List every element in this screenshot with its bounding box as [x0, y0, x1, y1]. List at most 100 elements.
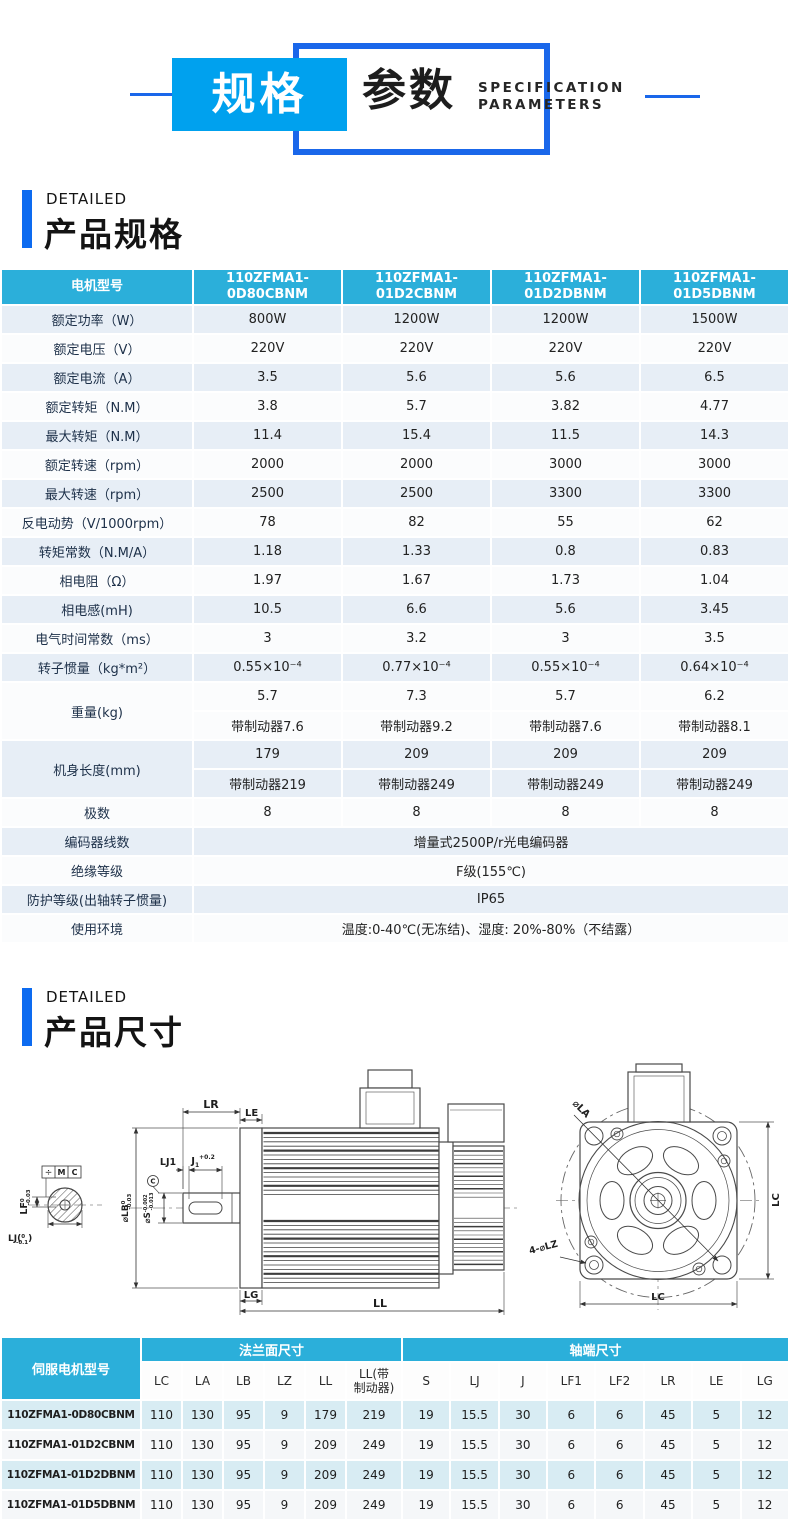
svg-text:LJ1: LJ1	[160, 1157, 176, 1168]
spec-row-label: 相电感(mH)	[0, 594, 194, 625]
spec-row: 带制动器219 带制动器249 带制动器249 带制动器249	[1, 768, 790, 799]
dim-value: 45	[642, 1429, 694, 1461]
spec-row-label: 相电阻（Ω）	[0, 565, 194, 596]
dim-value: 209	[304, 1429, 347, 1461]
spec-value: 220V	[192, 333, 343, 364]
dim-value: 209	[304, 1459, 347, 1491]
banner-badge-text: 规格	[211, 69, 308, 120]
dim-value: 9	[263, 1429, 306, 1461]
svg-text:LC: LC	[651, 1292, 665, 1303]
spec-value: 5.6	[490, 594, 641, 625]
spec-value: 带制动器7.6	[490, 710, 641, 741]
spec-row-label: 转子惯量（kg*m²）	[0, 652, 194, 683]
dim-group-flange: 法兰面尺寸	[139, 1336, 404, 1363]
spec-value: 1200W	[490, 304, 641, 335]
dim-row-model: 110ZFMA1-01D5DBNM	[0, 1489, 142, 1521]
dim-row-model: 110ZFMA1-01D2DBNM	[0, 1459, 142, 1491]
spec-row: 编码器线数 增量式2500P/r光电编码器	[0, 826, 790, 857]
dim-column-header: LB	[222, 1361, 265, 1401]
spec-row-label: 额定转矩（N.M）	[0, 391, 194, 422]
spec-row-label: 绝缘等级	[0, 855, 194, 886]
spec-value: 800W	[192, 304, 343, 335]
spec-value: 5.7	[490, 681, 641, 712]
spec-value: 1500W	[639, 304, 790, 335]
spec-row: 带制动器7.6 带制动器9.2 带制动器7.6 带制动器8.1	[1, 710, 790, 741]
spec-value: 8	[490, 797, 641, 828]
dim-value: 19	[401, 1459, 452, 1491]
spec-row: 额定转矩（N.M） 3.8 5.7 3.82 4.77	[0, 391, 790, 422]
dim-value: 12	[739, 1399, 790, 1431]
spec-value: 3.5	[639, 623, 790, 654]
spec-span-value: IP65	[192, 884, 790, 915]
dim-value: 130	[181, 1429, 224, 1461]
dim-section-eyebrow: DETAILED	[46, 988, 128, 1006]
dim-value: 110	[140, 1429, 183, 1461]
spec-row: 转矩常数（N.M/A） 1.18 1.33 0.8 0.83	[0, 536, 790, 567]
svg-text:LC: LC	[771, 1193, 782, 1207]
bolt-holes	[584, 1126, 732, 1275]
dim-value: 95	[222, 1489, 265, 1521]
dim-value: 209	[304, 1489, 347, 1521]
dim-value: 15.5	[449, 1489, 500, 1521]
spec-value: 10.5	[192, 594, 343, 625]
spec-value: 3	[192, 623, 343, 654]
svg-text:LE: LE	[245, 1108, 258, 1119]
connector-2	[447, 1103, 505, 1143]
dim-table-body: 110ZFMA1-0D80CBNM 110 130 95 9 179 219 19 15.5 30…	[0, 1399, 790, 1521]
spec-value: 0.8	[490, 536, 641, 567]
dim-column-header: LE	[691, 1361, 742, 1401]
spec-row: 额定电压（V） 220V 220V 220V 220V	[0, 333, 790, 364]
spec-value: 0.55×10⁻⁴	[192, 652, 343, 683]
spec-row-label: 极数	[0, 797, 194, 828]
svg-text:4-⌀LZ: 4-⌀LZ	[528, 1239, 559, 1257]
spec-value: 1.67	[341, 565, 492, 596]
front-view-drawing: ⌀LA 4-⌀LZ LC LC	[528, 1063, 782, 1310]
dim-value: 130	[181, 1399, 224, 1431]
dim-column-header: LR	[642, 1361, 694, 1401]
dim-value: 95	[222, 1459, 265, 1491]
rear-fins	[454, 1150, 503, 1266]
spec-value: 带制动器9.2	[341, 710, 492, 741]
cooling-fins	[263, 1131, 439, 1284]
spec-row-label: 防护等级(出轴转子惯量)	[0, 884, 194, 915]
spec-value: 3300	[639, 478, 790, 509]
dim-value: 6	[546, 1399, 597, 1431]
fan-cover-cutouts	[599, 1146, 717, 1255]
dim-row: 110ZFMA1-01D2CBNM 110 130 95 9 209 249 19 15.5 30…	[0, 1429, 790, 1461]
spec-span-value: 温度:0-40℃(无冻结)、湿度: 20%-80%（不结露）	[192, 913, 790, 944]
spec-value: 2000	[341, 449, 492, 480]
banner-subtitle: SPECIFICATION PARAMETERS	[478, 80, 625, 114]
dim-value: 6	[546, 1459, 597, 1491]
dim-column-header: LF2	[594, 1361, 645, 1401]
spec-value: 带制动器249	[639, 768, 790, 799]
spec-section-bar	[22, 190, 32, 248]
dim-value: 5	[691, 1459, 742, 1491]
spec-value: 5.7	[341, 391, 492, 422]
spec-value: 8	[341, 797, 492, 828]
banner-left-line	[130, 93, 172, 96]
dim-column-header: S	[401, 1361, 452, 1401]
cover-screws	[584, 1127, 731, 1276]
dim-column-header: LG	[739, 1361, 790, 1401]
spec-table: 电机型号 110ZFMA1- 0D80CBNM 110ZFMA1- 01D2CBNM…	[0, 268, 790, 944]
spec-value: 6.6	[341, 594, 492, 625]
spec-row-label: 机身长度(mm)	[0, 739, 194, 799]
front-connector	[627, 1071, 691, 1123]
svg-text:⌀LA: ⌀LA	[570, 1098, 592, 1120]
svg-text:LL: LL	[373, 1297, 387, 1310]
spec-value: 220V	[341, 333, 492, 364]
dim-column-header: LF1	[546, 1361, 597, 1401]
svg-text:LR: LR	[203, 1098, 219, 1111]
dim-value: 9	[263, 1489, 306, 1521]
dim-column-header: LL	[304, 1361, 347, 1401]
spec-table-body: 额定功率（W） 800W 1200W 1200W 1500W 额定电压（V） 220V 220…	[0, 304, 790, 944]
dim-value: 6	[546, 1489, 597, 1521]
spec-row-label: 反电动势（V/1000rpm）	[0, 507, 194, 538]
spec-row-label: 电气时间常数（ms）	[0, 623, 194, 654]
spec-row-label: 最大转矩（N.M）	[0, 420, 194, 451]
dim-value: 15.5	[449, 1459, 500, 1491]
spec-model-header: 110ZFMA1- 0D80CBNM	[192, 268, 343, 306]
dim-value: 12	[739, 1489, 790, 1521]
banner-subtitle-line1: SPECIFICATION	[478, 80, 625, 96]
dim-group-shaft: 轴端尺寸	[401, 1336, 790, 1363]
